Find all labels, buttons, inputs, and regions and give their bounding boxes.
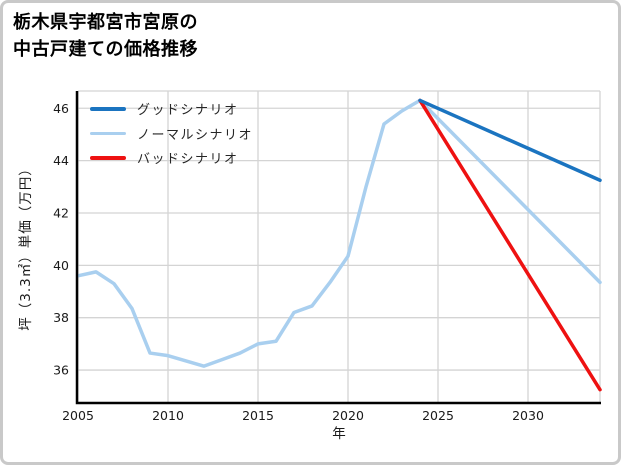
legend-label-good-scenario: グッドシナリオ — [137, 103, 239, 119]
bad-scenario-line-swatch — [90, 156, 126, 160]
y-axis-label: 坪（3.3㎡）単価（万円） — [18, 161, 34, 331]
plot-area: 2005 2010 2015 2020 2025 2030 36 38 40 42 44 46 — [53, 90, 602, 423]
legend: グッドシナリオ ノーマルシナリオ バッドシナリオ — [90, 97, 253, 171]
good-scenario-line-swatch — [90, 107, 126, 111]
normal-scenario-line-swatch — [90, 131, 126, 136]
svg-text:40: 40 — [53, 258, 69, 273]
chart-title-line1: 栃木県宇都宮市宮原の — [13, 12, 198, 33]
svg-text:2020: 2020 — [332, 408, 364, 423]
svg-text:38: 38 — [53, 310, 69, 325]
chart-title-line2: 中古戸建ての価格推移 — [13, 39, 198, 60]
svg-text:2025: 2025 — [422, 408, 454, 423]
svg-text:2010: 2010 — [152, 408, 184, 423]
svg-text:2030: 2030 — [512, 408, 544, 423]
svg-text:36: 36 — [53, 363, 69, 378]
legend-item-normal-scenario: ノーマルシナリオ — [90, 121, 253, 146]
svg-text:46: 46 — [53, 101, 69, 116]
svg-text:42: 42 — [53, 205, 69, 220]
legend-item-bad-scenario: バッドシナリオ — [90, 146, 253, 171]
legend-label-bad-scenario: バッドシナリオ — [137, 152, 239, 168]
legend-item-good-scenario: グッドシナリオ — [90, 97, 253, 122]
chart-title: 栃木県宇都宮市宮原の 中古戸建ての価格推移 — [13, 9, 198, 63]
svg-text:2015: 2015 — [242, 408, 274, 423]
svg-text:2005: 2005 — [62, 408, 94, 423]
x-axis-label: 年 — [332, 426, 346, 442]
legend-label-normal-scenario: ノーマルシナリオ — [137, 127, 254, 143]
svg-text:44: 44 — [53, 153, 69, 168]
